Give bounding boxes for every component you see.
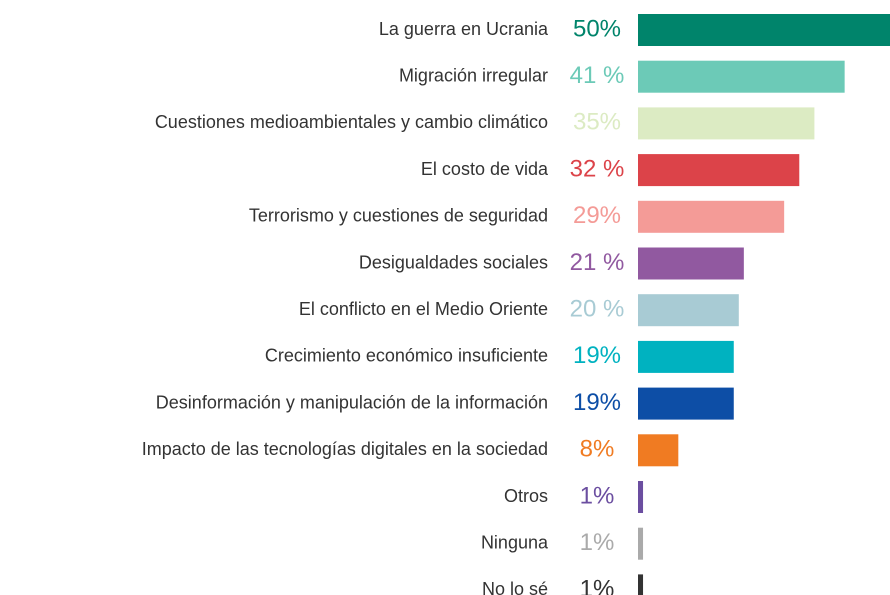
bar <box>638 387 734 420</box>
value-label: 20 % <box>570 296 625 323</box>
bar <box>638 200 785 233</box>
value-label: 50% <box>573 15 621 42</box>
bar <box>638 434 679 467</box>
bar <box>638 574 644 595</box>
category-label: Otros <box>504 486 548 506</box>
value-label: 32 % <box>570 155 625 182</box>
value-label: 19% <box>573 389 621 416</box>
bar <box>638 527 644 560</box>
value-label: 1% <box>580 482 615 509</box>
category-label: El costo de vida <box>421 159 549 179</box>
category-label: Ninguna <box>481 532 549 552</box>
value-label: 1% <box>580 529 615 556</box>
category-label: Crecimiento económico insuficiente <box>265 346 548 366</box>
category-label: El conflicto en el Medio Oriente <box>299 299 548 319</box>
category-label: Desinformación y manipulación de la info… <box>156 392 548 412</box>
value-label: 41 % <box>570 62 625 89</box>
value-label: 35% <box>573 109 621 136</box>
bar <box>638 154 800 187</box>
bar <box>638 481 644 513</box>
bar <box>638 294 739 327</box>
category-label: La guerra en Ucrania <box>379 19 549 39</box>
category-label: Impacto de las tecnologías digitales en … <box>142 439 548 459</box>
category-label: Desigualdades sociales <box>359 252 548 272</box>
bar <box>638 247 744 280</box>
value-label: 19% <box>573 342 621 369</box>
category-label: Cuestiones medioambientales y cambio cli… <box>155 112 548 132</box>
bar <box>638 60 845 93</box>
bar <box>638 107 815 140</box>
value-label: 29% <box>573 202 621 229</box>
bar <box>638 340 734 373</box>
value-label: 8% <box>580 436 615 463</box>
category-label: No lo sé <box>482 579 548 595</box>
bar <box>638 14 890 46</box>
value-label: 21 % <box>570 249 625 276</box>
value-label: 1% <box>580 576 615 595</box>
category-label: Migración irregular <box>399 65 548 85</box>
category-label: Terrorismo y cuestiones de seguridad <box>249 206 548 226</box>
